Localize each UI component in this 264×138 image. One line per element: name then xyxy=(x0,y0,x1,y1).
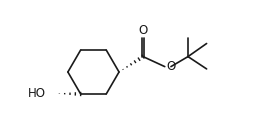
Text: O: O xyxy=(138,24,148,37)
Text: O: O xyxy=(166,60,176,73)
Text: HO: HO xyxy=(28,87,46,100)
